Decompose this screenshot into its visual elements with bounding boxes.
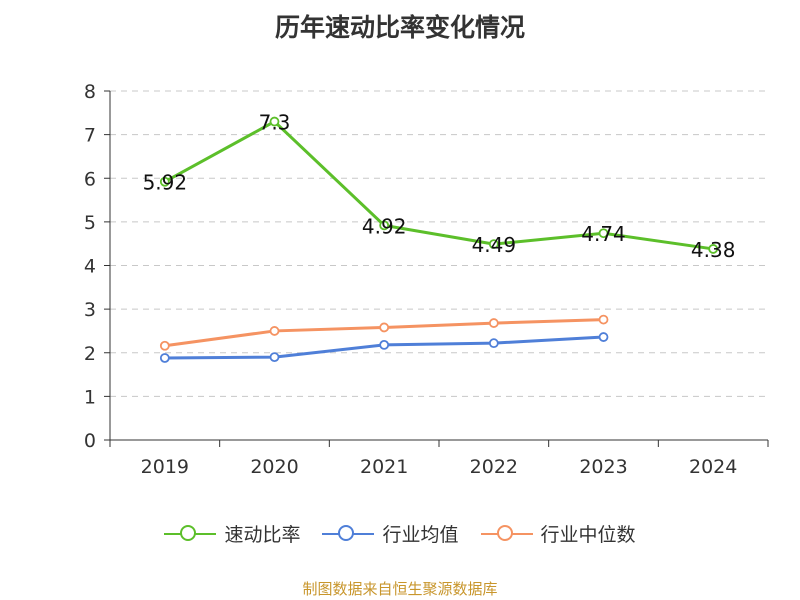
data-label: 7.3 (259, 111, 291, 135)
data-point (159, 340, 170, 351)
y-tick-label: 8 (84, 81, 96, 103)
data-point (159, 176, 170, 187)
source-note: 制图数据来自恒生聚源数据库 (302, 580, 498, 598)
data-point (379, 339, 390, 350)
y-tick-label: 0 (84, 430, 96, 452)
series-line (164, 120, 714, 251)
legend-item-industry-mean[interactable]: 行业均值 (322, 520, 459, 547)
legend-item-quick-ratio[interactable]: 速动比率 (164, 520, 300, 547)
chart-title: 历年速动比率变化情况 (274, 13, 525, 42)
data-point (269, 116, 280, 127)
data-point (488, 239, 499, 250)
data-label: 4.49 (472, 233, 517, 257)
data-point (598, 228, 609, 239)
data-point (708, 244, 719, 254)
data-point (598, 314, 609, 325)
legend-label: 速动比率 (224, 524, 301, 546)
legend-label: 行业均值 (382, 524, 459, 546)
y-tick-label: 7 (84, 125, 96, 147)
data-point (159, 353, 170, 363)
y-tick-label: 1 (84, 386, 96, 408)
x-tick-label: 2024 (689, 456, 737, 478)
y-tick-label: 4 (84, 256, 96, 278)
legend-swatch-quick-ratio (164, 524, 217, 544)
legend-swatch-industry-mean (322, 524, 375, 544)
legend-label: 行业中位数 (540, 524, 636, 546)
legend-item-industry-median[interactable]: 行业中位数 (480, 520, 636, 547)
data-label: 4.92 (362, 214, 407, 238)
data-label: 4.38 (691, 238, 736, 262)
y-tick-label: 2 (84, 343, 96, 365)
data-point (269, 326, 280, 336)
x-tick-label: 2022 (470, 456, 518, 478)
y-tick-label: 6 (84, 168, 96, 190)
x-tick-label: 2020 (250, 456, 298, 478)
x-tick-label: 2021 (360, 456, 408, 478)
legend: 速动比率 行业均值 行业中位数 (0, 520, 800, 547)
data-point (379, 220, 390, 231)
data-point (488, 318, 499, 328)
data-label: 5.92 (143, 171, 188, 195)
data-point (598, 332, 609, 342)
y-tick-label: 5 (84, 212, 96, 234)
x-tick-label: 2023 (579, 456, 627, 478)
data-point (379, 322, 390, 333)
data-label: 4.74 (581, 222, 626, 246)
x-tick-label: 2019 (141, 456, 189, 478)
legend-swatch-industry-median (480, 524, 533, 544)
y-tick-label: 3 (84, 299, 96, 321)
data-point (269, 352, 280, 363)
data-point (488, 338, 499, 349)
